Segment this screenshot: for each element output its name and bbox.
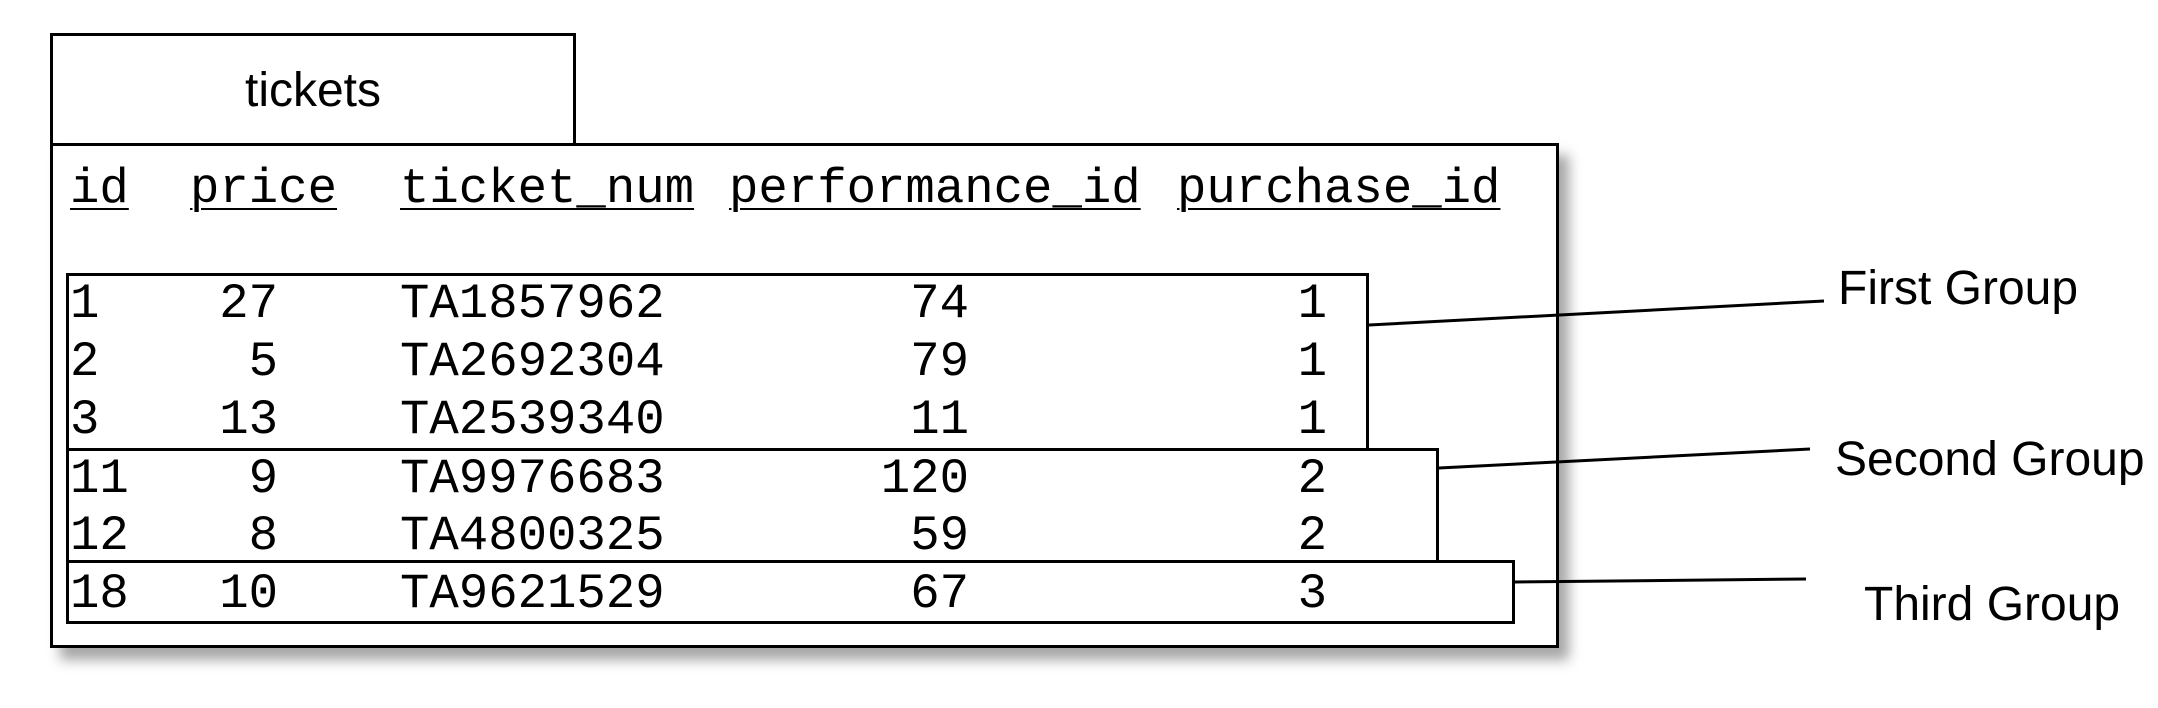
cell-performance-id: 59 [910, 508, 969, 564]
cell-ticket-num: TA2539340 [400, 392, 665, 448]
cell-ticket-num: TA9621529 [400, 566, 665, 622]
cell-price: 13 [219, 392, 278, 448]
cell-purchase-id: 2 [1297, 451, 1327, 507]
cell-id: 2 [70, 334, 100, 390]
column-header-performance-id: performance_id [729, 161, 1141, 217]
column-header-purchase-id: purchase_id [1177, 161, 1501, 217]
cell-id: 18 [70, 566, 129, 622]
cell-performance-id: 120 [880, 451, 969, 507]
table-panel [50, 143, 1559, 648]
second-group-label: Second Group [1835, 433, 2145, 486]
cell-price: 10 [219, 566, 278, 622]
column-header-id: id [70, 161, 129, 217]
cell-purchase-id: 3 [1297, 566, 1327, 622]
column-header-ticket-num: ticket_num [400, 161, 695, 217]
cell-performance-id: 74 [910, 276, 969, 332]
cell-purchase-id: 1 [1297, 334, 1327, 390]
table-name-tab: tickets [50, 33, 576, 145]
column-header-price: price [190, 161, 338, 217]
cell-ticket-num: TA1857962 [400, 276, 665, 332]
first-group-label: First Group [1838, 262, 2079, 315]
cell-ticket-num: TA9976683 [400, 451, 665, 507]
cell-id: 1 [70, 276, 100, 332]
cell-purchase-id: 2 [1297, 508, 1327, 564]
second-group-connector [1438, 447, 1811, 470]
cell-id: 12 [70, 508, 129, 564]
table-name: tickets [244, 64, 382, 117]
cell-ticket-num: TA2692304 [400, 334, 665, 390]
cell-ticket-num: TA4800325 [400, 508, 665, 564]
cell-purchase-id: 1 [1297, 276, 1327, 332]
cell-id: 11 [70, 451, 129, 507]
cell-id: 3 [70, 392, 100, 448]
first-group-connector [1368, 299, 1825, 327]
third-group-box [66, 560, 1515, 624]
cell-price: 5 [248, 334, 278, 390]
cell-price: 27 [219, 276, 278, 332]
cell-performance-id: 67 [910, 566, 969, 622]
cell-price: 8 [248, 508, 278, 564]
third-group-label: Third Group [1864, 578, 2121, 631]
cell-performance-id: 79 [910, 334, 969, 390]
third-group-connector [1514, 577, 1807, 584]
cell-price: 9 [248, 451, 278, 507]
cell-purchase-id: 1 [1297, 392, 1327, 448]
cell-performance-id: 11 [910, 392, 969, 448]
